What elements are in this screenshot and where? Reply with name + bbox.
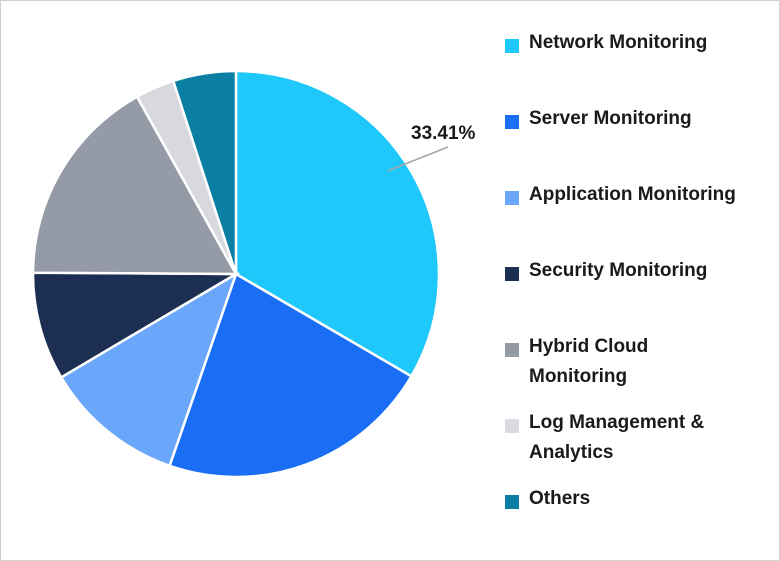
- pie-slice: [59, 271, 239, 468]
- legend-item: Security Monitoring: [505, 260, 707, 286]
- legend-item: Hybrid Cloud Monitoring: [505, 336, 709, 392]
- legend-swatch: [505, 495, 519, 509]
- pie-area: 33.41%: [31, 69, 476, 479]
- legend-label: Log Management & Analytics: [529, 412, 705, 463]
- leader-line: [387, 146, 449, 172]
- legend-label: Server Monitoring: [529, 108, 692, 129]
- pie-slice: [31, 95, 239, 276]
- pie-slice: [31, 271, 241, 380]
- legend-swatch: [505, 39, 519, 53]
- legend-swatch: [505, 343, 519, 357]
- legend-label: Network Monitoring: [529, 32, 708, 53]
- legend-label: Hybrid Cloud Monitoring: [529, 336, 649, 387]
- legend-label: Security Monitoring: [529, 260, 708, 281]
- pie-slice: [234, 69, 441, 379]
- legend-item: Server Monitoring: [505, 108, 692, 134]
- legend-swatch: [505, 191, 519, 205]
- legend-swatch: [505, 115, 519, 129]
- pie-slice: [167, 272, 414, 479]
- legend-swatch: [505, 419, 519, 433]
- legend-item: Application Monitoring: [505, 184, 736, 210]
- legend-label: Others: [529, 488, 591, 509]
- value-label: 33.41%: [411, 123, 476, 144]
- pie-slice: [171, 69, 238, 275]
- legend-item: Others: [505, 488, 590, 514]
- legend-item: Log Management & Analytics: [505, 412, 709, 468]
- legend-item: Network Monitoring: [505, 32, 707, 58]
- legend-label: Application Monitoring: [529, 184, 736, 205]
- legend-swatch: [505, 267, 519, 281]
